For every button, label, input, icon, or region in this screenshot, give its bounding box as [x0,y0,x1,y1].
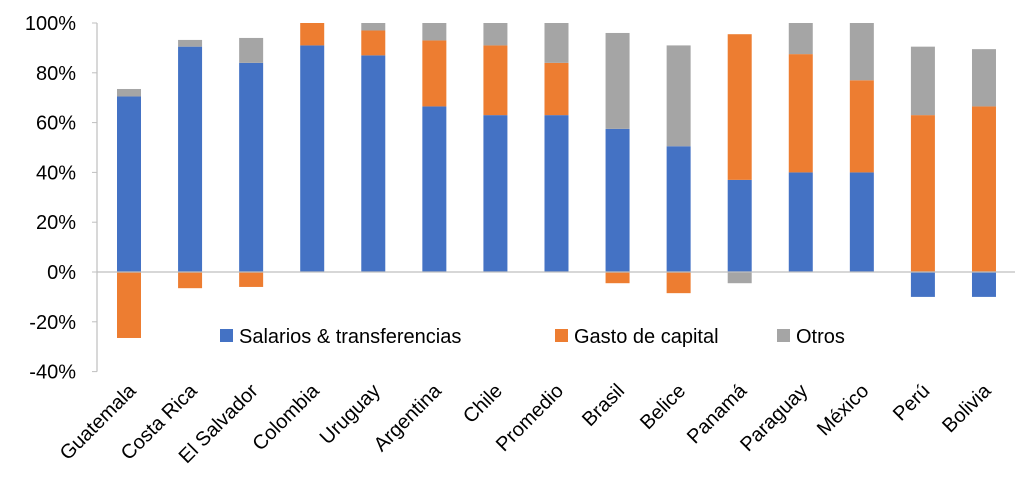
bar-segment-perú-s2 [910,46,935,116]
bar-segment-uruguay-s1 [361,30,386,56]
legend-swatch [555,329,568,342]
bar-segment-el-salvador-s1 [239,272,264,287]
x-tick-label: Brasil [578,380,629,431]
legend-label: Gasto de capital [574,326,719,348]
legend-label: Otros [796,326,845,348]
bar-segment-colombia-s1 [300,23,325,46]
x-tick-label: Bolivia [938,379,996,437]
bar-segment-bolivia-s1 [971,106,996,272]
y-tick-label: 20% [36,212,76,234]
x-tick-label: Chile [459,380,507,428]
legend-swatch [220,329,233,342]
x-tick-label: Belice [636,380,690,434]
bar-segment-perú-s1 [910,115,935,272]
x-tick-label: Argentina [370,379,447,456]
bar-segment-méxico-s0 [849,172,874,272]
bar-segment-chile-s1 [483,45,508,116]
bar-segment-panamá-s2 [727,272,752,284]
bar-segment-brasil-s1 [605,272,630,284]
bar-segment-guatemala-s0 [117,96,141,272]
bar-segment-paraguay-s0 [788,172,813,272]
y-tick-label: 60% [36,113,76,135]
bar-segment-paraguay-s1 [788,54,813,173]
bar-segment-belice-s2 [666,45,691,147]
bar-segment-guatemala-s2 [117,88,141,97]
y-tick-label: 100% [25,13,76,35]
y-tick-label: 0% [47,262,76,284]
bar-segment-bolivia-s2 [971,49,996,107]
bar-segment-uruguay-s0 [361,55,386,273]
bar-segment-panamá-s0 [727,179,752,272]
bar-segment-argentina-s1 [422,40,447,107]
bar-segment-méxico-s1 [849,80,874,173]
bar-segment-argentina-s2 [422,23,447,41]
bar-segment-panamá-s1 [727,34,752,180]
x-tick-label: Promedio [492,380,568,456]
bars [97,23,1015,338]
bar-segment-costa-rica-s0 [178,46,203,272]
y-tick-label: -20% [29,312,76,334]
x-tick-label: Paraguay [736,380,812,456]
bar-segment-méxico-s2 [849,23,874,81]
bar-segment-chile-s0 [483,115,508,272]
bar-segment-promedio-s0 [544,115,569,272]
bar-segment-argentina-s0 [422,106,447,272]
bar-segment-el-salvador-s0 [239,62,264,273]
legend-swatch [777,329,790,342]
legend: Salarios & transferencias Gasto de capita… [220,326,845,348]
x-tick-label: México [813,380,873,440]
bar-segment-costa-rica-s1 [178,272,203,289]
bar-segment-brasil-s0 [605,128,630,272]
y-axis: -40% -20% 0% 20% 40% 60% 80% 100% [25,13,98,384]
bar-segment-belice-s0 [666,146,691,272]
bar-segment-promedio-s1 [544,62,569,116]
bar-segment-belice-s1 [666,272,691,294]
legend-label: Salarios & transferencias [239,326,461,348]
y-tick-label: 80% [36,63,76,85]
bar-segment-guatemala-s1 [117,272,141,338]
y-tick-label: -40% [29,362,76,384]
x-tick-label: Colombia [248,379,324,455]
bar-segment-el-salvador-s2 [239,37,264,63]
bar-segment-brasil-s2 [605,32,630,129]
bar-segment-paraguay-s2 [788,23,813,55]
x-tick-label: Perú [889,380,934,425]
bar-segment-bolivia-s0 [971,272,996,297]
bar-segment-promedio-s2 [544,23,569,63]
bar-segment-perú-s0 [910,272,935,297]
bar-segment-uruguay-s2 [361,23,386,31]
bar-segment-colombia-s0 [300,45,325,272]
bar-segment-chile-s2 [483,23,508,46]
y-tick-label: 40% [36,162,76,184]
bar-segment-costa-rica-s2 [178,39,203,47]
